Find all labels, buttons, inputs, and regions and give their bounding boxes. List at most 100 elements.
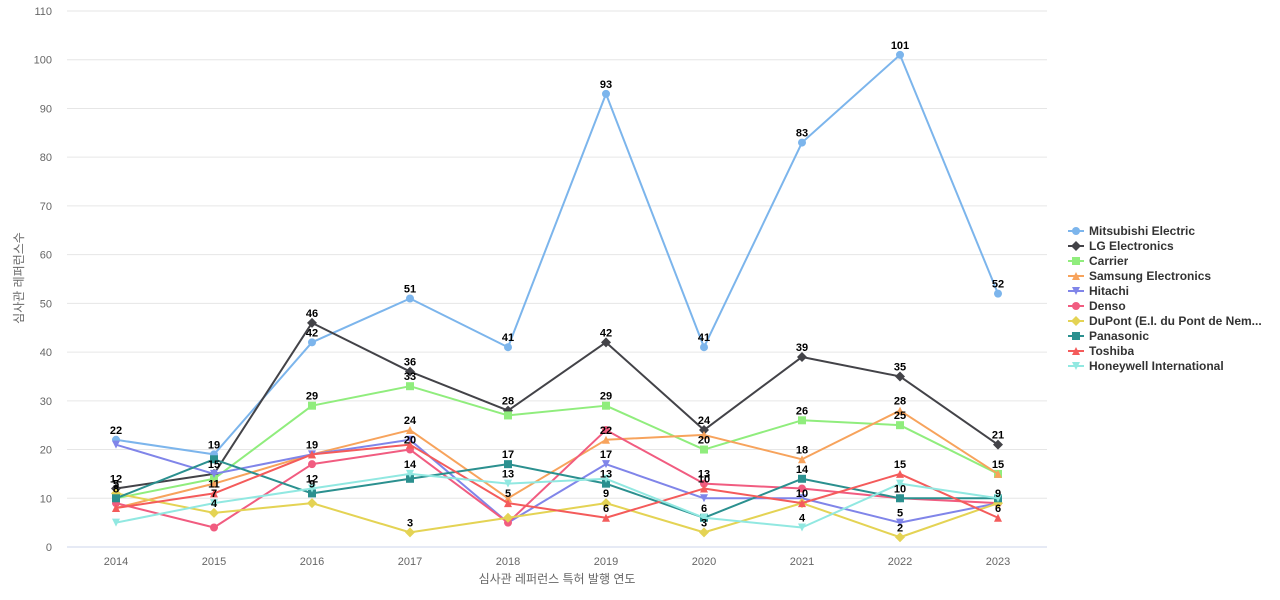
legend-item[interactable]: Denso xyxy=(1068,298,1278,313)
data-point[interactable] xyxy=(993,439,1003,450)
data-point[interactable] xyxy=(503,512,513,523)
data-point[interactable] xyxy=(405,527,415,538)
data-point[interactable] xyxy=(210,469,218,478)
data-point[interactable] xyxy=(406,474,414,483)
data-point[interactable] xyxy=(896,469,904,478)
data-point[interactable] xyxy=(504,460,512,469)
data-label: 101 xyxy=(891,40,909,52)
data-point[interactable] xyxy=(406,469,414,478)
series-line[interactable] xyxy=(115,443,999,519)
series-line[interactable] xyxy=(115,321,999,490)
data-point[interactable] xyxy=(896,406,904,415)
data-point[interactable] xyxy=(798,455,806,464)
data-point[interactable] xyxy=(601,498,611,509)
legend-item[interactable]: Hitachi xyxy=(1068,283,1278,298)
data-point[interactable] xyxy=(504,411,512,420)
data-point[interactable] xyxy=(601,337,611,348)
series-line[interactable] xyxy=(115,385,999,500)
data-point[interactable] xyxy=(797,351,807,362)
data-point[interactable] xyxy=(896,50,904,59)
data-point[interactable] xyxy=(602,460,610,469)
data-point[interactable] xyxy=(307,498,317,509)
legend-swatch xyxy=(1068,331,1084,340)
data-point[interactable] xyxy=(210,489,218,498)
data-point[interactable] xyxy=(700,445,708,454)
x-axis-title: 심사관 레퍼런스 특허 발행 연도 xyxy=(479,571,636,586)
legend-item[interactable]: Samsung Electronics xyxy=(1068,268,1278,283)
data-point[interactable] xyxy=(699,527,709,538)
data-point[interactable] xyxy=(798,138,806,147)
data-point[interactable] xyxy=(895,532,905,543)
data-point[interactable] xyxy=(405,366,415,377)
data-point[interactable] xyxy=(602,401,610,410)
data-point[interactable] xyxy=(798,499,806,508)
data-point[interactable] xyxy=(210,479,218,488)
data-point[interactable] xyxy=(798,474,806,483)
data-point[interactable] xyxy=(700,494,708,503)
data-point[interactable] xyxy=(798,416,806,425)
data-point[interactable] xyxy=(994,469,1002,478)
series-line[interactable] xyxy=(115,409,999,509)
data-point[interactable] xyxy=(112,494,120,503)
data-point[interactable] xyxy=(406,382,414,391)
data-point[interactable] xyxy=(700,484,708,493)
data-point[interactable] xyxy=(504,343,512,352)
data-point[interactable] xyxy=(210,455,218,464)
data-point[interactable] xyxy=(602,513,610,522)
data-point[interactable] xyxy=(699,425,709,436)
data-label: 14 xyxy=(796,464,809,476)
legend-item[interactable]: LG Electronics xyxy=(1068,238,1278,253)
data-point[interactable] xyxy=(895,371,905,382)
data-point[interactable] xyxy=(798,484,806,493)
data-point[interactable] xyxy=(700,513,708,522)
data-point[interactable] xyxy=(308,484,316,493)
legend-item[interactable]: Panasonic xyxy=(1068,328,1278,343)
data-point[interactable] xyxy=(896,479,904,488)
data-point[interactable] xyxy=(504,494,512,503)
data-point[interactable] xyxy=(700,430,708,439)
data-point[interactable] xyxy=(112,504,120,513)
data-point[interactable] xyxy=(504,499,512,508)
data-point[interactable] xyxy=(896,494,904,503)
data-point[interactable] xyxy=(602,435,610,444)
data-point[interactable] xyxy=(406,440,414,449)
y-axis-ticks: 0 10 20 30 40 50 60 70 80 90 100 110 xyxy=(34,6,52,554)
data-point[interactable] xyxy=(994,494,1002,503)
legend-label: Hitachi xyxy=(1089,283,1130,298)
data-point[interactable] xyxy=(308,460,316,469)
data-point[interactable] xyxy=(308,338,316,347)
data-point[interactable] xyxy=(210,499,218,508)
data-point[interactable] xyxy=(406,426,414,435)
legend-item[interactable]: Carrier xyxy=(1068,253,1278,268)
data-point[interactable] xyxy=(994,289,1002,298)
data-point[interactable] xyxy=(308,401,316,410)
data-point[interactable] xyxy=(896,421,904,430)
data-point[interactable] xyxy=(209,507,219,518)
data-point[interactable] xyxy=(700,479,708,488)
data-point[interactable] xyxy=(210,474,218,483)
data-point[interactable] xyxy=(504,479,512,488)
data-point[interactable] xyxy=(406,294,414,303)
data-point[interactable] xyxy=(112,518,120,527)
data-label: 39 xyxy=(796,342,808,354)
series-line[interactable] xyxy=(115,438,999,524)
data-point[interactable] xyxy=(602,426,610,435)
data-point[interactable] xyxy=(308,450,316,459)
legend-item[interactable]: Toshiba xyxy=(1068,343,1278,358)
data-point[interactable] xyxy=(602,479,610,488)
legend-item[interactable]: Honeywell International xyxy=(1068,358,1278,373)
data-point[interactable] xyxy=(602,474,610,483)
data-point[interactable] xyxy=(798,523,806,532)
legend-item[interactable]: Mitsubishi Electric xyxy=(1068,223,1278,238)
data-point[interactable] xyxy=(406,435,414,444)
series-line[interactable] xyxy=(115,472,999,529)
data-point[interactable] xyxy=(307,317,317,328)
data-point[interactable] xyxy=(896,518,904,527)
data-point[interactable] xyxy=(700,343,708,352)
data-point[interactable] xyxy=(308,489,316,498)
data-point[interactable] xyxy=(112,440,120,449)
data-point[interactable] xyxy=(602,89,610,98)
legend-item[interactable]: DuPont (E.I. du Pont de Nem... xyxy=(1068,313,1278,328)
data-point[interactable] xyxy=(210,523,218,532)
data-point[interactable] xyxy=(994,513,1002,522)
